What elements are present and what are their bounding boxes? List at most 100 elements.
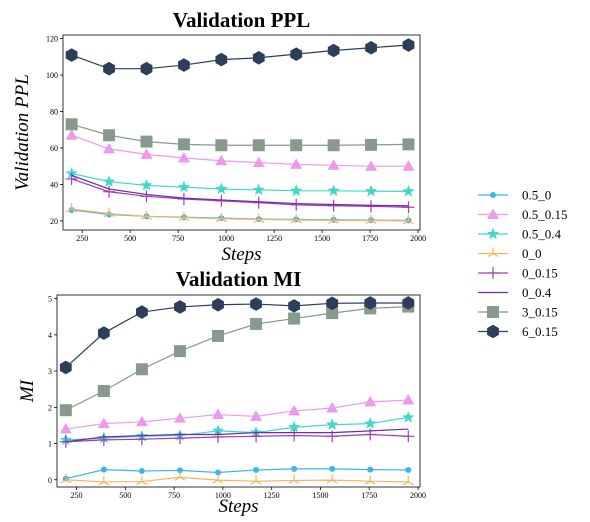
- x-tick-label: 1500: [312, 491, 328, 500]
- series-line: [71, 172, 409, 192]
- data-point: [177, 138, 190, 151]
- series-line: [71, 174, 409, 207]
- data-point: [364, 417, 377, 429]
- data-point: [402, 475, 414, 486]
- series-line: [65, 428, 409, 443]
- data-point: [140, 61, 153, 76]
- series-line: [65, 399, 409, 430]
- data-point: [173, 345, 186, 358]
- data-point: [178, 211, 190, 222]
- series-line: [71, 123, 409, 146]
- series-6-0-15: [59, 296, 415, 375]
- x-tick-label: 1000: [215, 491, 231, 500]
- y-tick-label: 100: [46, 71, 58, 80]
- data-point: [98, 475, 110, 486]
- data-point: [140, 210, 152, 220]
- data-point: [215, 194, 228, 207]
- data-point: [215, 469, 222, 476]
- legend-marker: [487, 247, 499, 258]
- series-0-5-0-15: [65, 129, 415, 171]
- legend-label: 3_0.15: [522, 305, 558, 320]
- data-point: [212, 329, 225, 342]
- data-point: [65, 118, 78, 131]
- data-point: [288, 312, 301, 325]
- data-point: [327, 199, 340, 212]
- x-tick-label: 500: [119, 491, 131, 500]
- data-point: [291, 465, 298, 472]
- data-point: [252, 139, 265, 152]
- data-point: [402, 38, 415, 52]
- data-point: [402, 160, 415, 171]
- data-point: [212, 431, 225, 444]
- data-point: [288, 299, 301, 313]
- series-line: [65, 305, 409, 411]
- series-line: [71, 134, 409, 167]
- y-tick-label: 120: [46, 35, 58, 44]
- data-point: [328, 214, 340, 224]
- data-point: [59, 423, 72, 434]
- data-point: [177, 193, 190, 206]
- data-point: [364, 395, 377, 407]
- data-point: [135, 415, 148, 427]
- y-axis-label: MI: [17, 378, 38, 403]
- data-point: [178, 58, 190, 72]
- x-tick-label: 750: [172, 234, 184, 243]
- data-point: [59, 360, 72, 375]
- legend-marker: [487, 324, 499, 339]
- data-point: [59, 404, 72, 417]
- legend-entry-0-5-0-4: 0.5_0.4: [478, 227, 562, 242]
- data-point: [250, 297, 262, 311]
- x-tick-label: 250: [76, 234, 88, 243]
- series-0-0: [66, 203, 414, 225]
- data-point: [140, 135, 153, 148]
- data-point: [250, 475, 262, 485]
- data-point: [136, 305, 148, 319]
- y-tick-label: 2: [48, 403, 52, 412]
- axes-frame: [62, 34, 421, 231]
- data-point: [252, 196, 265, 209]
- data-point: [212, 474, 224, 484]
- data-point: [103, 61, 115, 76]
- data-point: [364, 296, 377, 310]
- data-point: [215, 182, 228, 195]
- data-point: [65, 48, 78, 62]
- data-point: [402, 410, 415, 423]
- series-line: [65, 416, 409, 441]
- data-point: [402, 201, 415, 214]
- data-point: [60, 473, 72, 484]
- y-tick-label: 20: [50, 217, 58, 226]
- data-point: [215, 52, 228, 67]
- y-tick-label: 60: [50, 144, 58, 153]
- data-point: [174, 471, 186, 481]
- legend: 0.5_0 0.5_0.15 0.5_0.4 0_0 0_0.15 0_0.4 3_0.15…: [478, 188, 568, 339]
- data-point: [402, 184, 415, 197]
- legend-label: 0_0: [522, 246, 542, 261]
- data-point: [177, 152, 190, 163]
- legend-label: 0.5_0.4: [522, 227, 562, 242]
- legend-marker: [490, 192, 496, 198]
- data-point: [290, 47, 303, 61]
- data-point: [327, 43, 340, 58]
- x-tick-label: 1250: [266, 234, 282, 243]
- x-tick-label: 1500: [314, 234, 330, 243]
- data-point: [402, 394, 415, 405]
- data-point: [173, 412, 186, 423]
- data-point: [102, 175, 116, 187]
- data-point: [174, 300, 186, 314]
- data-point: [253, 466, 260, 473]
- legend-entry-0-5-0-15: 0.5_0.15: [478, 207, 568, 222]
- data-point: [215, 154, 228, 166]
- data-point: [288, 474, 300, 484]
- data-point: [405, 466, 412, 473]
- x-tick-label: 750: [168, 491, 180, 500]
- data-point: [252, 156, 265, 168]
- data-point: [252, 50, 265, 65]
- data-point: [365, 200, 378, 213]
- data-point: [327, 184, 340, 197]
- legend-marker: [487, 208, 499, 219]
- y-tick-label: 4: [48, 331, 52, 340]
- legend-entry-0-0: 0_0: [478, 246, 542, 261]
- y-axis-label: Validation PPL: [12, 74, 33, 191]
